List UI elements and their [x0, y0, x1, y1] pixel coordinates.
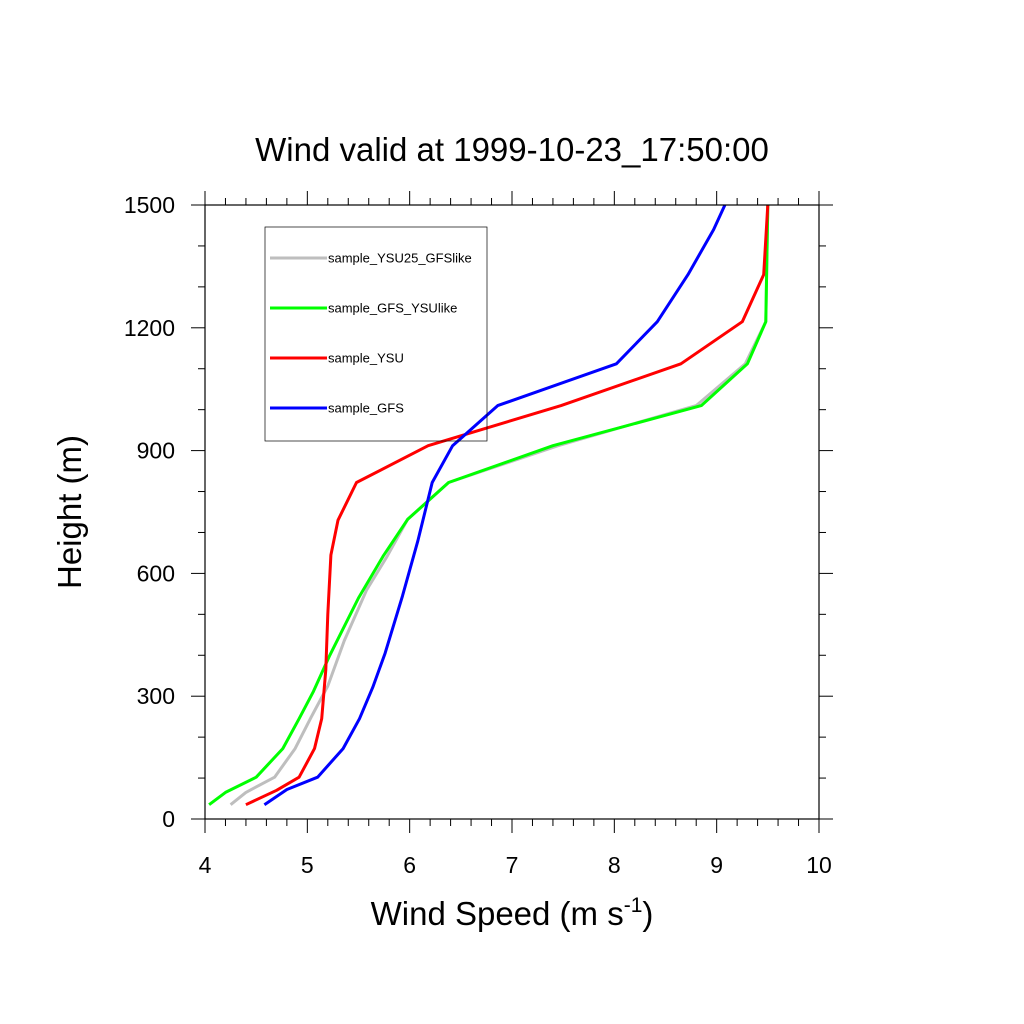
x-tick-label: 5 — [301, 852, 314, 878]
x-axis-label: Wind Speed (m s-1) — [371, 894, 654, 932]
legend-label: sample_GFS_YSUlike — [328, 301, 457, 316]
x-tick-label: 9 — [710, 852, 723, 878]
x-tick-label: 10 — [806, 852, 832, 878]
y-tick-label: 0 — [162, 806, 175, 832]
series-lines — [208, 204, 770, 807]
legend-box — [264, 226, 488, 442]
y-tick-label: 1200 — [124, 315, 175, 341]
x-tick-label: 6 — [403, 852, 416, 878]
y-tick-label: 300 — [137, 683, 175, 709]
plot-frame — [204, 204, 820, 820]
y-axis-ticks: 0 300 600 900 1200 1500 — [124, 192, 833, 832]
x-tick-label: 7 — [506, 852, 519, 878]
x-tick-label: 4 — [199, 852, 212, 878]
x-axis-ticks: 4 5 6 7 8 9 10 — [199, 191, 832, 878]
x-axis-label-main: Wind Speed (m s — [371, 895, 624, 932]
series-line-sample_YSU — [245, 204, 770, 807]
legend-label: sample_YSU25_GFSlike — [328, 251, 472, 266]
x-tick-label: 8 — [608, 852, 621, 878]
series-line-sample_GFS_YSUlike — [208, 204, 770, 806]
x-axis-label-superscript: -1 — [624, 894, 643, 917]
legend: sample_YSU25_GFSlike sample_GFS_YSUlikesa… — [264, 226, 488, 442]
chart-title: Wind valid at 1999-10-23_17:50:00 — [255, 131, 769, 168]
series-line-sample_YSU25_GFSlike — [229, 204, 770, 806]
legend-label: sample_GFS — [328, 401, 404, 416]
y-axis-label: Height (m) — [51, 435, 88, 589]
y-tick-label: 1500 — [124, 192, 175, 218]
y-tick-label: 900 — [137, 438, 175, 464]
series-line-sample_GFS — [263, 204, 727, 806]
legend-label: sample_YSU — [328, 351, 404, 366]
x-axis-label-suffix: ) — [642, 895, 653, 932]
y-tick-label: 600 — [137, 560, 175, 586]
